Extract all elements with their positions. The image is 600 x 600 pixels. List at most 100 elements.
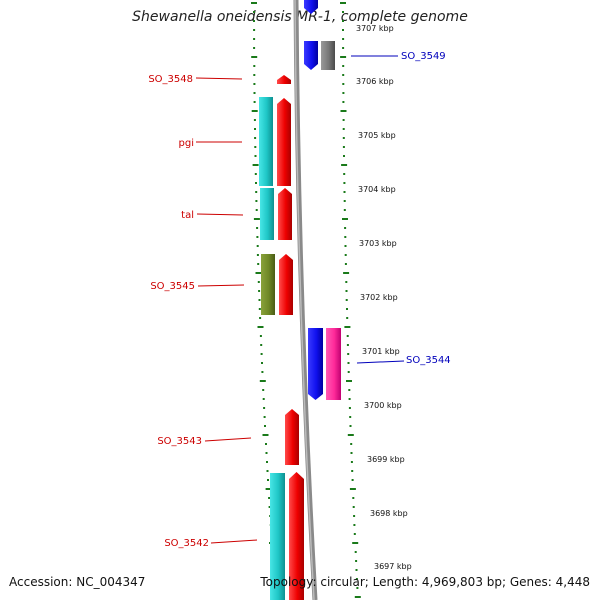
- tick-mark-left: [253, 38, 256, 40]
- gene-feature[interactable]: [279, 254, 293, 315]
- tick-mark-left: [257, 263, 260, 265]
- tick-mark-left: [259, 380, 266, 382]
- tick-mark-left: [268, 506, 271, 508]
- tick-mark-left: [254, 155, 257, 157]
- kbp-tick-label: 3707 kbp: [356, 24, 394, 33]
- tick-mark-right: [342, 128, 345, 130]
- tick-mark-left: [260, 344, 263, 346]
- tick-mark-right: [344, 236, 347, 238]
- gene-feature[interactable]: [326, 328, 341, 400]
- tick-mark-left: [259, 317, 262, 319]
- tick-mark-right: [350, 452, 353, 454]
- tick-mark-left: [253, 11, 255, 13]
- tick-mark-right: [352, 497, 355, 499]
- gene-label-so-3543[interactable]: SO_3543: [157, 436, 202, 447]
- tick-mark-right: [342, 20, 344, 22]
- tick-mark-right: [346, 335, 349, 337]
- tick-mark-right: [340, 56, 347, 58]
- gene-label-so-3545[interactable]: SO_3545: [150, 281, 195, 292]
- tick-mark-left: [266, 461, 268, 463]
- tick-mark-right: [343, 272, 350, 274]
- tick-mark-right: [343, 200, 346, 202]
- gene-label-so-3542[interactable]: SO_3542: [164, 538, 209, 549]
- gene-feature-so-3548[interactable]: [277, 75, 291, 84]
- map-title: Shewanella oneidensis MR-1, complete gen…: [132, 9, 468, 25]
- tick-mark-left: [255, 200, 258, 202]
- tick-mark-left: [254, 128, 256, 130]
- gene-label-tal[interactable]: tal: [181, 210, 194, 221]
- tick-mark-left: [256, 227, 259, 229]
- tick-mark-left: [255, 182, 257, 184]
- gene-feature[interactable]: [304, 0, 318, 14]
- gene-label-so-3549[interactable]: SO_3549: [401, 51, 446, 62]
- gene-label-so-3544[interactable]: SO_3544: [406, 355, 451, 366]
- tick-mark-left: [251, 2, 257, 4]
- tick-mark-right: [351, 479, 354, 481]
- tick-guide-right: [340, 2, 361, 598]
- tick-mark-left: [260, 353, 263, 355]
- tick-mark-right: [342, 146, 345, 148]
- tick-mark-right: [342, 47, 345, 49]
- gene-feature-so-3542[interactable]: [270, 473, 285, 600]
- gene-feature[interactable]: [289, 472, 304, 600]
- tick-mark-left: [256, 245, 259, 247]
- kbp-tick-label: 3697 kbp: [374, 562, 412, 571]
- tick-mark-right: [347, 371, 350, 373]
- gene-feature[interactable]: [321, 41, 335, 70]
- tick-mark-right: [344, 263, 347, 265]
- tick-mark-right: [347, 353, 350, 355]
- tick-mark-right: [349, 425, 352, 427]
- tick-mark-right: [343, 209, 346, 211]
- tick-mark-right: [344, 326, 351, 328]
- tick-mark-left: [254, 173, 257, 175]
- gene-feature-so-3549[interactable]: [304, 41, 318, 70]
- tick-mark-left: [255, 209, 258, 211]
- tick-mark-right: [355, 560, 358, 562]
- tick-mark-left: [258, 290, 261, 292]
- tick-mark-left: [253, 101, 256, 103]
- tick-mark-right: [355, 569, 358, 571]
- tick-mark-left: [255, 191, 258, 193]
- tick-mark-right: [342, 65, 345, 67]
- tick-mark-right: [351, 470, 354, 472]
- gene-feature-so-3545[interactable]: [261, 254, 275, 315]
- tick-mark-left: [255, 272, 262, 274]
- tick-mark-right: [353, 515, 356, 517]
- tick-mark-left: [262, 398, 265, 400]
- gene-label-so-3548[interactable]: SO_3548: [148, 74, 193, 85]
- tick-mark-left: [266, 470, 269, 472]
- tick-mark-right: [346, 380, 352, 382]
- gene-label-pgi[interactable]: pgi: [179, 138, 194, 149]
- tick-mark-right: [348, 389, 351, 391]
- tick-mark-left: [257, 326, 264, 328]
- gene-feature-so-3544[interactable]: [308, 328, 323, 400]
- gene-feature-tal[interactable]: [260, 188, 274, 240]
- tick-mark-right: [342, 11, 344, 13]
- topology-text: Topology: circular; Length: 4,969,803 bp…: [260, 575, 590, 589]
- tick-mark-left: [263, 416, 266, 418]
- tick-mark-left: [265, 452, 268, 454]
- tick-mark-left: [262, 434, 269, 436]
- tick-mark-left: [258, 308, 261, 310]
- tick-mark-right: [342, 137, 345, 139]
- tick-mark-right: [347, 362, 350, 364]
- tick-mark-right: [344, 254, 347, 256]
- gene-feature-so-3543[interactable]: [285, 409, 299, 465]
- tick-mark-right: [353, 533, 356, 535]
- tick-mark-left: [253, 74, 256, 76]
- tick-mark-left: [259, 335, 262, 337]
- gene-feature[interactable]: [278, 188, 292, 240]
- tick-mark-right: [340, 2, 346, 4]
- tick-mark-right: [342, 119, 345, 121]
- tick-mark-right: [342, 92, 345, 94]
- tick-mark-right: [348, 398, 351, 400]
- gene-feature-pgi[interactable]: [259, 97, 273, 186]
- label-leader-lines: [195, 55, 405, 544]
- gene-feature[interactable]: [277, 98, 291, 186]
- tick-mark-left: [267, 479, 269, 481]
- tick-mark-right: [352, 506, 355, 508]
- tick-mark-right: [342, 74, 345, 76]
- tick-mark-left: [253, 119, 256, 121]
- kbp-tick-label: 3704 kbp: [358, 185, 396, 194]
